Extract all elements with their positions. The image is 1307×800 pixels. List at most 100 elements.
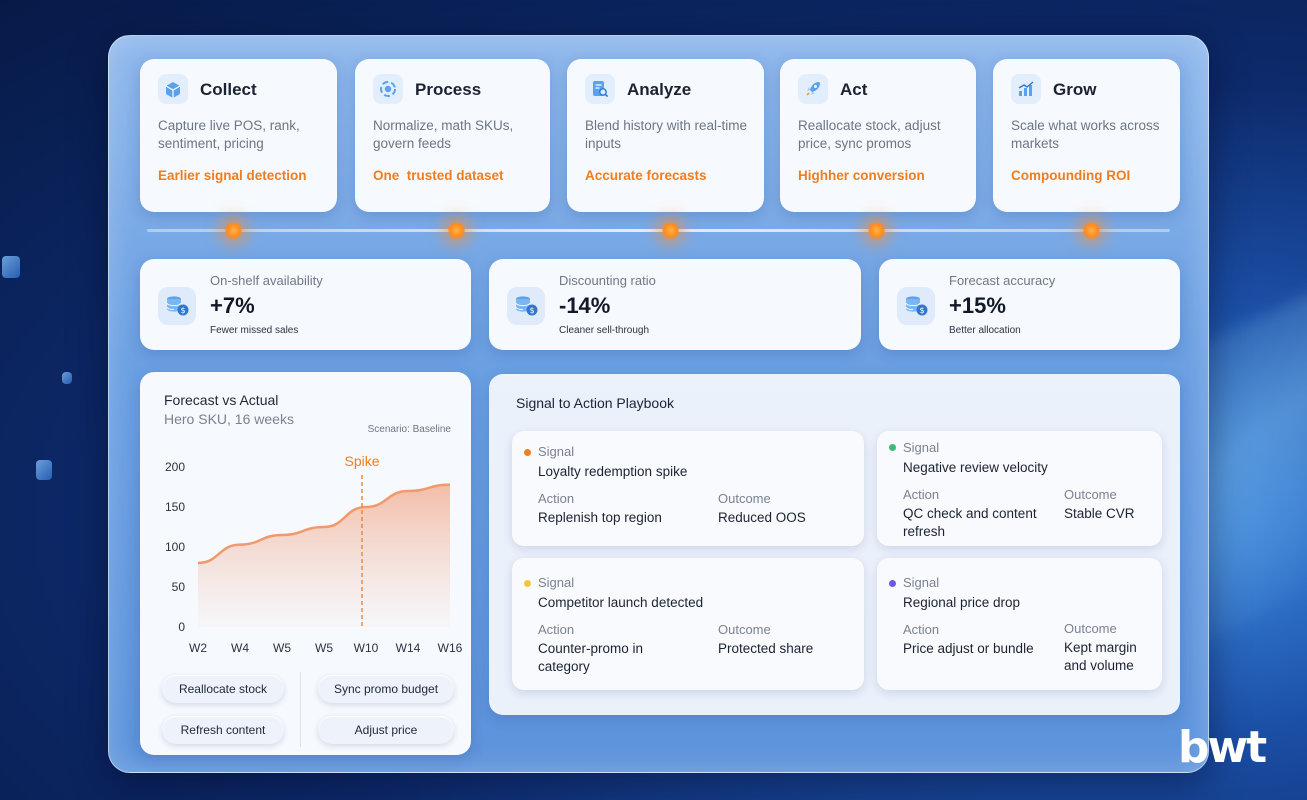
- metric-subtext: Fewer missed sales: [210, 325, 299, 336]
- signal-status-dot: [524, 449, 531, 456]
- signal-label: Signal: [538, 575, 575, 590]
- stage-title: Act: [840, 80, 868, 99]
- action-label: Action: [903, 622, 940, 637]
- background-cube: [2, 256, 20, 278]
- chart-y-tick-label: 150: [165, 500, 185, 514]
- outcome-text: Stable CVR: [1064, 506, 1135, 521]
- stage-timeline: [147, 229, 1170, 232]
- outcome-text: Kept margin and volume: [1064, 640, 1137, 673]
- signal-text: Regional price drop: [903, 595, 1021, 610]
- chart-spike-label: Spike: [344, 453, 379, 469]
- stage-title: Process: [415, 80, 482, 99]
- background-cube: [62, 372, 72, 384]
- metric-label: Forecast accuracy: [949, 273, 1056, 288]
- stage-card-grow[interactable]: Grow Scale what works across markets Com…: [993, 59, 1180, 212]
- metric-label: On-shelf availability: [210, 273, 323, 288]
- outcome-label: Outcome: [718, 622, 771, 637]
- action-label: Action: [538, 622, 575, 637]
- box-icon: [158, 74, 188, 104]
- chip-adjust-price[interactable]: Adjust price: [318, 716, 454, 744]
- chip-sync-promo-budget[interactable]: Sync promo budget: [318, 675, 454, 703]
- stage-card-act[interactable]: Act Reallocate stock, adjust price, sync…: [780, 59, 976, 212]
- stage-description: Normalize, math SKUs, govern feeds: [373, 118, 514, 151]
- chip-reallocate-stock[interactable]: Reallocate stock: [162, 675, 284, 703]
- playbook-title: Signal to Action Playbook: [516, 395, 674, 411]
- signal-label: Signal: [903, 575, 940, 590]
- chart-x-tick-label: W10: [354, 641, 379, 655]
- svg-text:$: $: [180, 306, 185, 315]
- chart-series-line: [197, 483, 451, 565]
- signal-text: Loyalty redemption spike: [538, 464, 688, 479]
- stage-card-process[interactable]: Process Normalize, math SKUs, govern fee…: [355, 59, 550, 212]
- timeline-dot: [662, 222, 679, 239]
- timeline-dot: [868, 222, 885, 239]
- metric-value: +15%: [949, 293, 1006, 318]
- outcome-label: Outcome: [1064, 621, 1117, 636]
- action-text: Price adjust or bundle: [903, 641, 1034, 656]
- background-cube: [36, 460, 52, 480]
- chart-y-tick-label: 0: [178, 620, 185, 634]
- svg-text:$: $: [919, 306, 924, 315]
- chart-x-tick-label: W14: [396, 641, 421, 655]
- metric-card-forecast-accuracy: $ Forecast accuracy +15% Better allocati…: [879, 259, 1180, 350]
- svg-text:$: $: [529, 306, 534, 315]
- chart-x-tick-label: W4: [231, 641, 249, 655]
- action-text: Counter-promo in category: [538, 641, 644, 674]
- chart-x-tick-label: W5: [273, 641, 291, 655]
- chart-scenario-label: Scenario: Baseline: [367, 424, 451, 435]
- stage-title: Analyze: [627, 80, 692, 99]
- action-text: Replenish top region: [538, 510, 662, 525]
- chart-y-tick-label: 50: [172, 580, 186, 594]
- metric-label: Discounting ratio: [559, 273, 656, 288]
- forecast-area-chart: 0 50 100 150 200 W2 W4 W5 W5 W10 W14 W16 Spike: [165, 453, 463, 655]
- bar-growth-icon: [1011, 74, 1041, 104]
- timeline-dot: [1083, 222, 1100, 239]
- signal-text: Competitor launch detected: [538, 595, 704, 610]
- signal-label: Signal: [903, 440, 940, 455]
- playbook-item[interactable]: Signal Regional price drop Action Outcom…: [877, 558, 1162, 690]
- chart-x-tick-label: W5: [315, 641, 333, 655]
- stage-result: Accurate forecasts: [585, 168, 707, 183]
- action-text: QC check and content refresh: [903, 506, 1037, 539]
- stage-card-collect[interactable]: Collect Capture live POS, rank, sentimen…: [140, 59, 337, 212]
- playbook-item[interactable]: Signal Loyalty redemption spike Action O…: [512, 431, 864, 546]
- metric-card-discounting: $ Discounting ratio -14% Cleaner sell-th…: [489, 259, 861, 350]
- rocket-icon: [798, 74, 828, 104]
- coins-dollar-icon: $: [158, 287, 196, 325]
- stage-result: Highher conversion: [798, 168, 925, 183]
- chart-x-tick-label: W2: [189, 641, 207, 655]
- coins-dollar-icon: $: [507, 287, 545, 325]
- gear-cycle-icon: [373, 74, 403, 104]
- outcome-text: Protected share: [718, 641, 814, 656]
- chart-y-tick-label: 200: [165, 460, 185, 474]
- stage-title: Collect: [200, 80, 257, 99]
- forecast-chart-card: Forecast vs Actual Hero SKU, 16 weeks Sc…: [140, 372, 471, 755]
- brand-logo: bwt: [1178, 722, 1267, 773]
- chart-area-fill: [198, 484, 450, 627]
- stage-description: Scale what works across markets: [1011, 118, 1160, 151]
- playbook-card: Signal to Action Playbook Signal Loyalty…: [489, 374, 1180, 715]
- outcome-text: Reduced OOS: [718, 510, 806, 525]
- signal-status-dot: [889, 580, 896, 587]
- signal-status-dot: [889, 444, 896, 451]
- signal-label: Signal: [538, 444, 575, 459]
- metric-subtext: Cleaner sell-through: [559, 325, 650, 336]
- timeline-dot: [448, 222, 465, 239]
- outcome-label: Outcome: [718, 491, 771, 506]
- signal-text: Negative review velocity: [903, 460, 1048, 475]
- metric-value: -14%: [559, 293, 611, 318]
- chart-y-tick-label: 100: [165, 540, 185, 554]
- report-magnifier-icon: [585, 74, 615, 104]
- playbook-item[interactable]: Signal Negative review velocity Action O…: [877, 431, 1162, 546]
- playbook-item[interactable]: Signal Competitor launch detected Action…: [512, 558, 864, 690]
- stage-result: Compounding ROI: [1011, 168, 1131, 183]
- chip-refresh-content[interactable]: Refresh content: [162, 716, 284, 744]
- stage-description: Blend history with real-time inputs: [585, 118, 748, 151]
- signal-status-dot: [524, 580, 531, 587]
- stage-title: Grow: [1053, 80, 1097, 99]
- metric-card-availability: $ On-shelf availability +7% Fewer missed…: [140, 259, 471, 350]
- chart-title: Forecast vs Actual: [164, 392, 279, 408]
- chart-x-tick-label: W16: [438, 641, 463, 655]
- stage-description: Capture live POS, rank, sentiment, prici…: [158, 118, 300, 151]
- stage-card-analyze[interactable]: Analyze Blend history with real-time inp…: [567, 59, 764, 212]
